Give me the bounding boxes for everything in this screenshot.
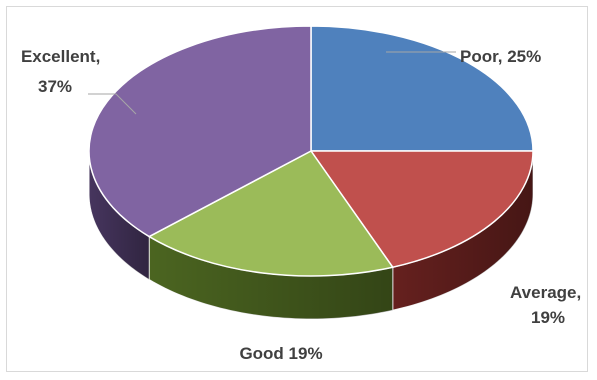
slice-side-shade-average — [392, 151, 533, 311]
slice-side-shade-excellent — [89, 151, 150, 280]
leader-lines — [88, 51, 456, 115]
slice-label-excellent: Excellent, 37% — [21, 47, 105, 96]
slice-average — [310, 150, 534, 268]
slice-poor — [310, 25, 534, 152]
slice-excellent — [88, 25, 312, 238]
pie-sides — [88, 150, 534, 320]
slice-label-average: Average, 19% — [510, 283, 586, 327]
slice-good — [148, 150, 394, 277]
pie-tops — [88, 25, 534, 277]
leader-line-excellent — [88, 93, 137, 115]
slice-label-good: Good 19% — [239, 344, 322, 363]
slice-side-shade-good — [149, 236, 393, 319]
slice-label-poor: Poor, 25% — [460, 47, 541, 66]
